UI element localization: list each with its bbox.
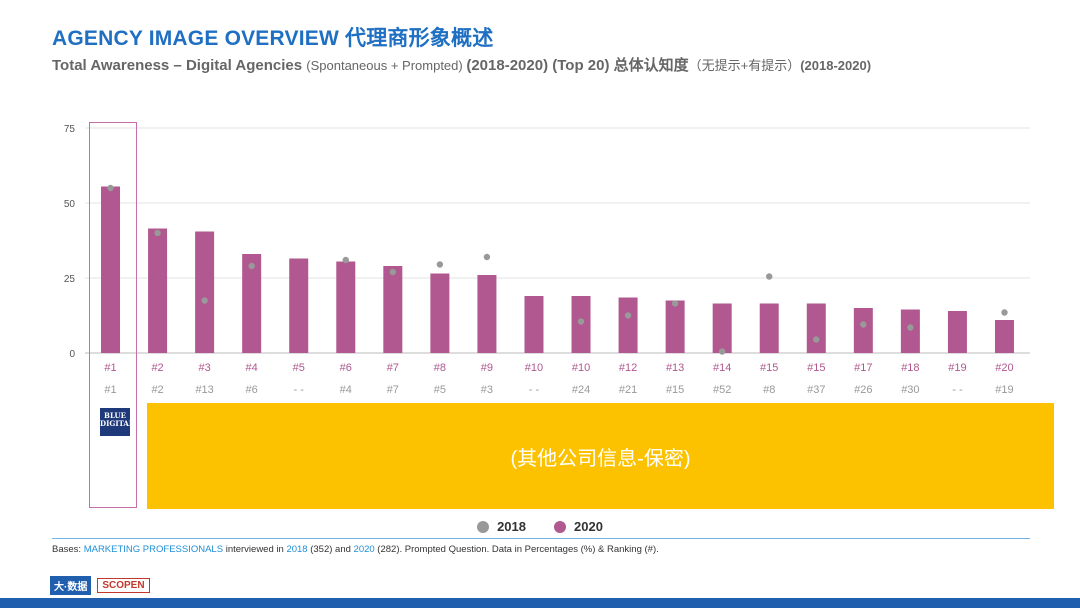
bar-2020 xyxy=(853,308,873,353)
rank-2020-label: #8 xyxy=(434,362,446,374)
rank-2018-label: #8 xyxy=(763,384,775,396)
point-2018 xyxy=(907,324,914,331)
y-tick-label: 75 xyxy=(64,124,76,135)
bar-2020 xyxy=(336,261,356,353)
rank-2020-label: #14 xyxy=(713,362,731,374)
rank-2020-label: #10 xyxy=(572,362,590,374)
rank-2018-label: #21 xyxy=(619,384,637,396)
y-tick-label: 25 xyxy=(64,274,76,285)
bar-2020 xyxy=(806,303,826,353)
bar-2020 xyxy=(994,320,1014,353)
footer-logo: 大·数据 SCOPEN xyxy=(50,576,150,595)
bases-divider xyxy=(52,538,1030,539)
rank-2020-label: #19 xyxy=(948,362,966,374)
point-2018 xyxy=(718,348,726,355)
rank-2018-label: - - xyxy=(952,384,963,396)
point-2018 xyxy=(860,321,867,328)
rank-2018-label: #37 xyxy=(807,384,825,396)
point-2018 xyxy=(154,229,161,237)
bar-2020 xyxy=(242,254,262,353)
rank-2020-label: #3 xyxy=(199,362,211,374)
legend-item-2018: 2018 xyxy=(477,519,526,534)
rank-2018-label: #26 xyxy=(854,384,872,396)
bar-2020 xyxy=(900,309,920,353)
highlight-box xyxy=(89,122,137,508)
redacted-text: (其他公司信息-保密) xyxy=(510,447,691,470)
rank-2018-label: #52 xyxy=(713,384,731,396)
point-2018 xyxy=(1001,309,1008,316)
y-tick-label: 0 xyxy=(69,349,75,360)
rank-2018-label: #19 xyxy=(995,384,1013,396)
rank-2018-label: - - xyxy=(529,384,540,396)
rank-2020-label: #5 xyxy=(293,362,305,374)
bar-2020 xyxy=(195,231,215,353)
rank-2020-label: #9 xyxy=(481,362,493,374)
point-2018 xyxy=(766,273,773,280)
bar-2020 xyxy=(477,275,497,353)
rank-2018-label: #6 xyxy=(246,384,258,396)
bar-2020 xyxy=(618,297,638,353)
rank-2018-label: #13 xyxy=(195,384,213,396)
rank-2020-label: #15 xyxy=(760,362,778,374)
point-2018 xyxy=(483,253,491,261)
bar-2020 xyxy=(947,311,967,353)
page-title: AGENCY IMAGE OVERVIEW 代理商形象概述 xyxy=(52,27,494,50)
bar-2020 xyxy=(101,186,121,353)
legend-label-2018: 2018 xyxy=(497,519,526,534)
bar-2020 xyxy=(383,266,403,353)
redacted-panel: (其他公司信息-保密) xyxy=(147,403,1054,509)
bar-2020 xyxy=(148,228,168,353)
point-2018 xyxy=(248,262,255,270)
rank-2018-label: #7 xyxy=(387,384,399,396)
rank-2020-label: #7 xyxy=(387,362,399,374)
rank-2018-label: #15 xyxy=(666,384,684,396)
point-2018 xyxy=(624,312,632,319)
chart-subtitle: Total Awareness – Digital Agencies (Spon… xyxy=(52,57,872,74)
point-2018 xyxy=(813,336,820,343)
rank-2018-label: #4 xyxy=(340,384,352,396)
bar-2020 xyxy=(665,300,685,353)
chart-legend: 2018 2020 xyxy=(0,519,1080,534)
point-2018 xyxy=(201,297,208,304)
rank-2020-label: #18 xyxy=(901,362,919,374)
rank-2018-label: #1 xyxy=(104,384,116,396)
rank-2020-label: #12 xyxy=(619,362,637,374)
legend-item-2020: 2020 xyxy=(554,519,603,534)
bar-2020 xyxy=(430,273,450,353)
legend-dot-2018 xyxy=(477,520,490,533)
footer-bar xyxy=(0,598,1080,608)
rank-2020-label: #6 xyxy=(340,362,352,374)
y-tick-label: 50 xyxy=(64,199,76,210)
rank-2018-label: #24 xyxy=(572,384,590,396)
rank-2018-label: #5 xyxy=(434,384,446,396)
bases-note: Bases: MARKETING PROFESSIONALS interview… xyxy=(52,544,659,555)
point-2018 xyxy=(671,300,679,307)
bar-2020 xyxy=(759,303,779,353)
rank-2020-label: #2 xyxy=(151,362,163,374)
bar-2020 xyxy=(289,258,309,353)
rank-2018-label: #30 xyxy=(901,384,919,396)
rank-2018-label: #3 xyxy=(481,384,493,396)
legend-dot-2020 xyxy=(554,520,566,533)
point-2018 xyxy=(577,318,585,325)
rank-2018-label: #2 xyxy=(151,384,163,396)
legend-label-2020: 2020 xyxy=(574,519,603,534)
rank-2020-label: #4 xyxy=(246,362,258,374)
rank-2020-label: #10 xyxy=(525,362,543,374)
point-2018 xyxy=(436,261,444,268)
bar-2020 xyxy=(712,303,732,353)
point-2018 xyxy=(389,268,397,276)
point-2018 xyxy=(107,184,114,192)
rank-2020-label: #15 xyxy=(807,362,825,374)
bar-2020 xyxy=(524,296,544,353)
agency-logo: BLUE DIGITAL xyxy=(100,408,134,436)
rank-2018-label: - - xyxy=(294,384,305,396)
rank-2020-label: #13 xyxy=(666,362,684,374)
rank-2020-label: #17 xyxy=(854,362,872,374)
awareness-chart: 0 25 50 75 #1 #1 #2 #2 #3 #13 #4 #6 #5 - - #6 #4 #7 #7 #8 #… xyxy=(64,124,1030,396)
point-2018 xyxy=(342,256,349,264)
rank-2020-label: #20 xyxy=(995,362,1013,374)
rank-2020-label: #1 xyxy=(104,362,116,374)
